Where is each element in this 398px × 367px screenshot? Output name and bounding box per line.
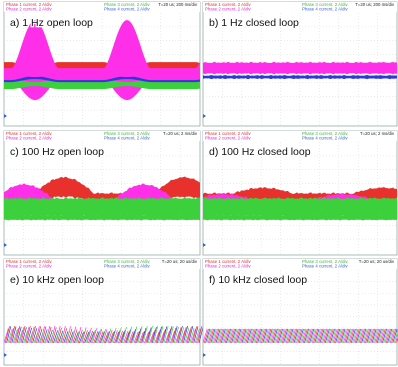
panel-label: f) 10 kHz closed loop xyxy=(209,274,307,286)
legend-entry: Phase 2 current, 2 A/div xyxy=(205,7,251,12)
legend-entry: Phase 4 current, 2 A/div xyxy=(302,264,348,269)
waveform xyxy=(203,62,397,75)
timebase: T=20 us; 20 us/div xyxy=(359,259,395,264)
legend-entry: Phase 2 current, 2 A/div xyxy=(6,136,52,141)
legend-entry: Phase 2 current, 2 A/div xyxy=(6,264,52,269)
waveform xyxy=(4,201,200,213)
panel-label: c) 100 Hz open loop xyxy=(10,146,104,158)
figure: Phase 1 current, 2 A/divPhase 2 current,… xyxy=(0,0,398,367)
panel-label: d) 100 Hz closed loop xyxy=(209,146,311,158)
panel-label: b) 1 Hz closed loop xyxy=(209,17,299,29)
legend-entry: Phase 2 current, 2 A/div xyxy=(205,264,251,269)
waveform xyxy=(203,201,397,213)
legend-entry: Phase 2 current, 2 A/div xyxy=(6,7,52,12)
panel-label: a) 1 Hz open loop xyxy=(10,17,93,29)
legend-entry: Phase 2 current, 2 A/div xyxy=(205,136,251,141)
timebase: T=20 us; 2 ms/div xyxy=(163,131,198,136)
panel-label: e) 10 kHz open loop xyxy=(10,274,104,286)
timebase: T=20 us; 200 ms/div xyxy=(355,2,395,7)
legend-entry: Phase 4 current, 2 A/div xyxy=(302,136,348,141)
legend-entry: Phase 4 current, 2 A/div xyxy=(302,7,348,12)
legend-entry: Phase 4 current, 2 A/div xyxy=(104,136,150,141)
timebase: T=20 us; 2 ms/div xyxy=(360,131,395,136)
timebase: T=20 us; 200 ms/div xyxy=(158,2,198,7)
legend-entry: Phase 4 current, 2 A/div xyxy=(104,7,150,12)
page: {"panels": [ {"label": "a) 1 Hz open loo… xyxy=(0,0,398,367)
waveforms xyxy=(203,62,397,80)
timebase: T=20 us; 20 us/div xyxy=(162,259,198,264)
legend-entry: Phase 4 current, 2 A/div xyxy=(104,264,150,269)
